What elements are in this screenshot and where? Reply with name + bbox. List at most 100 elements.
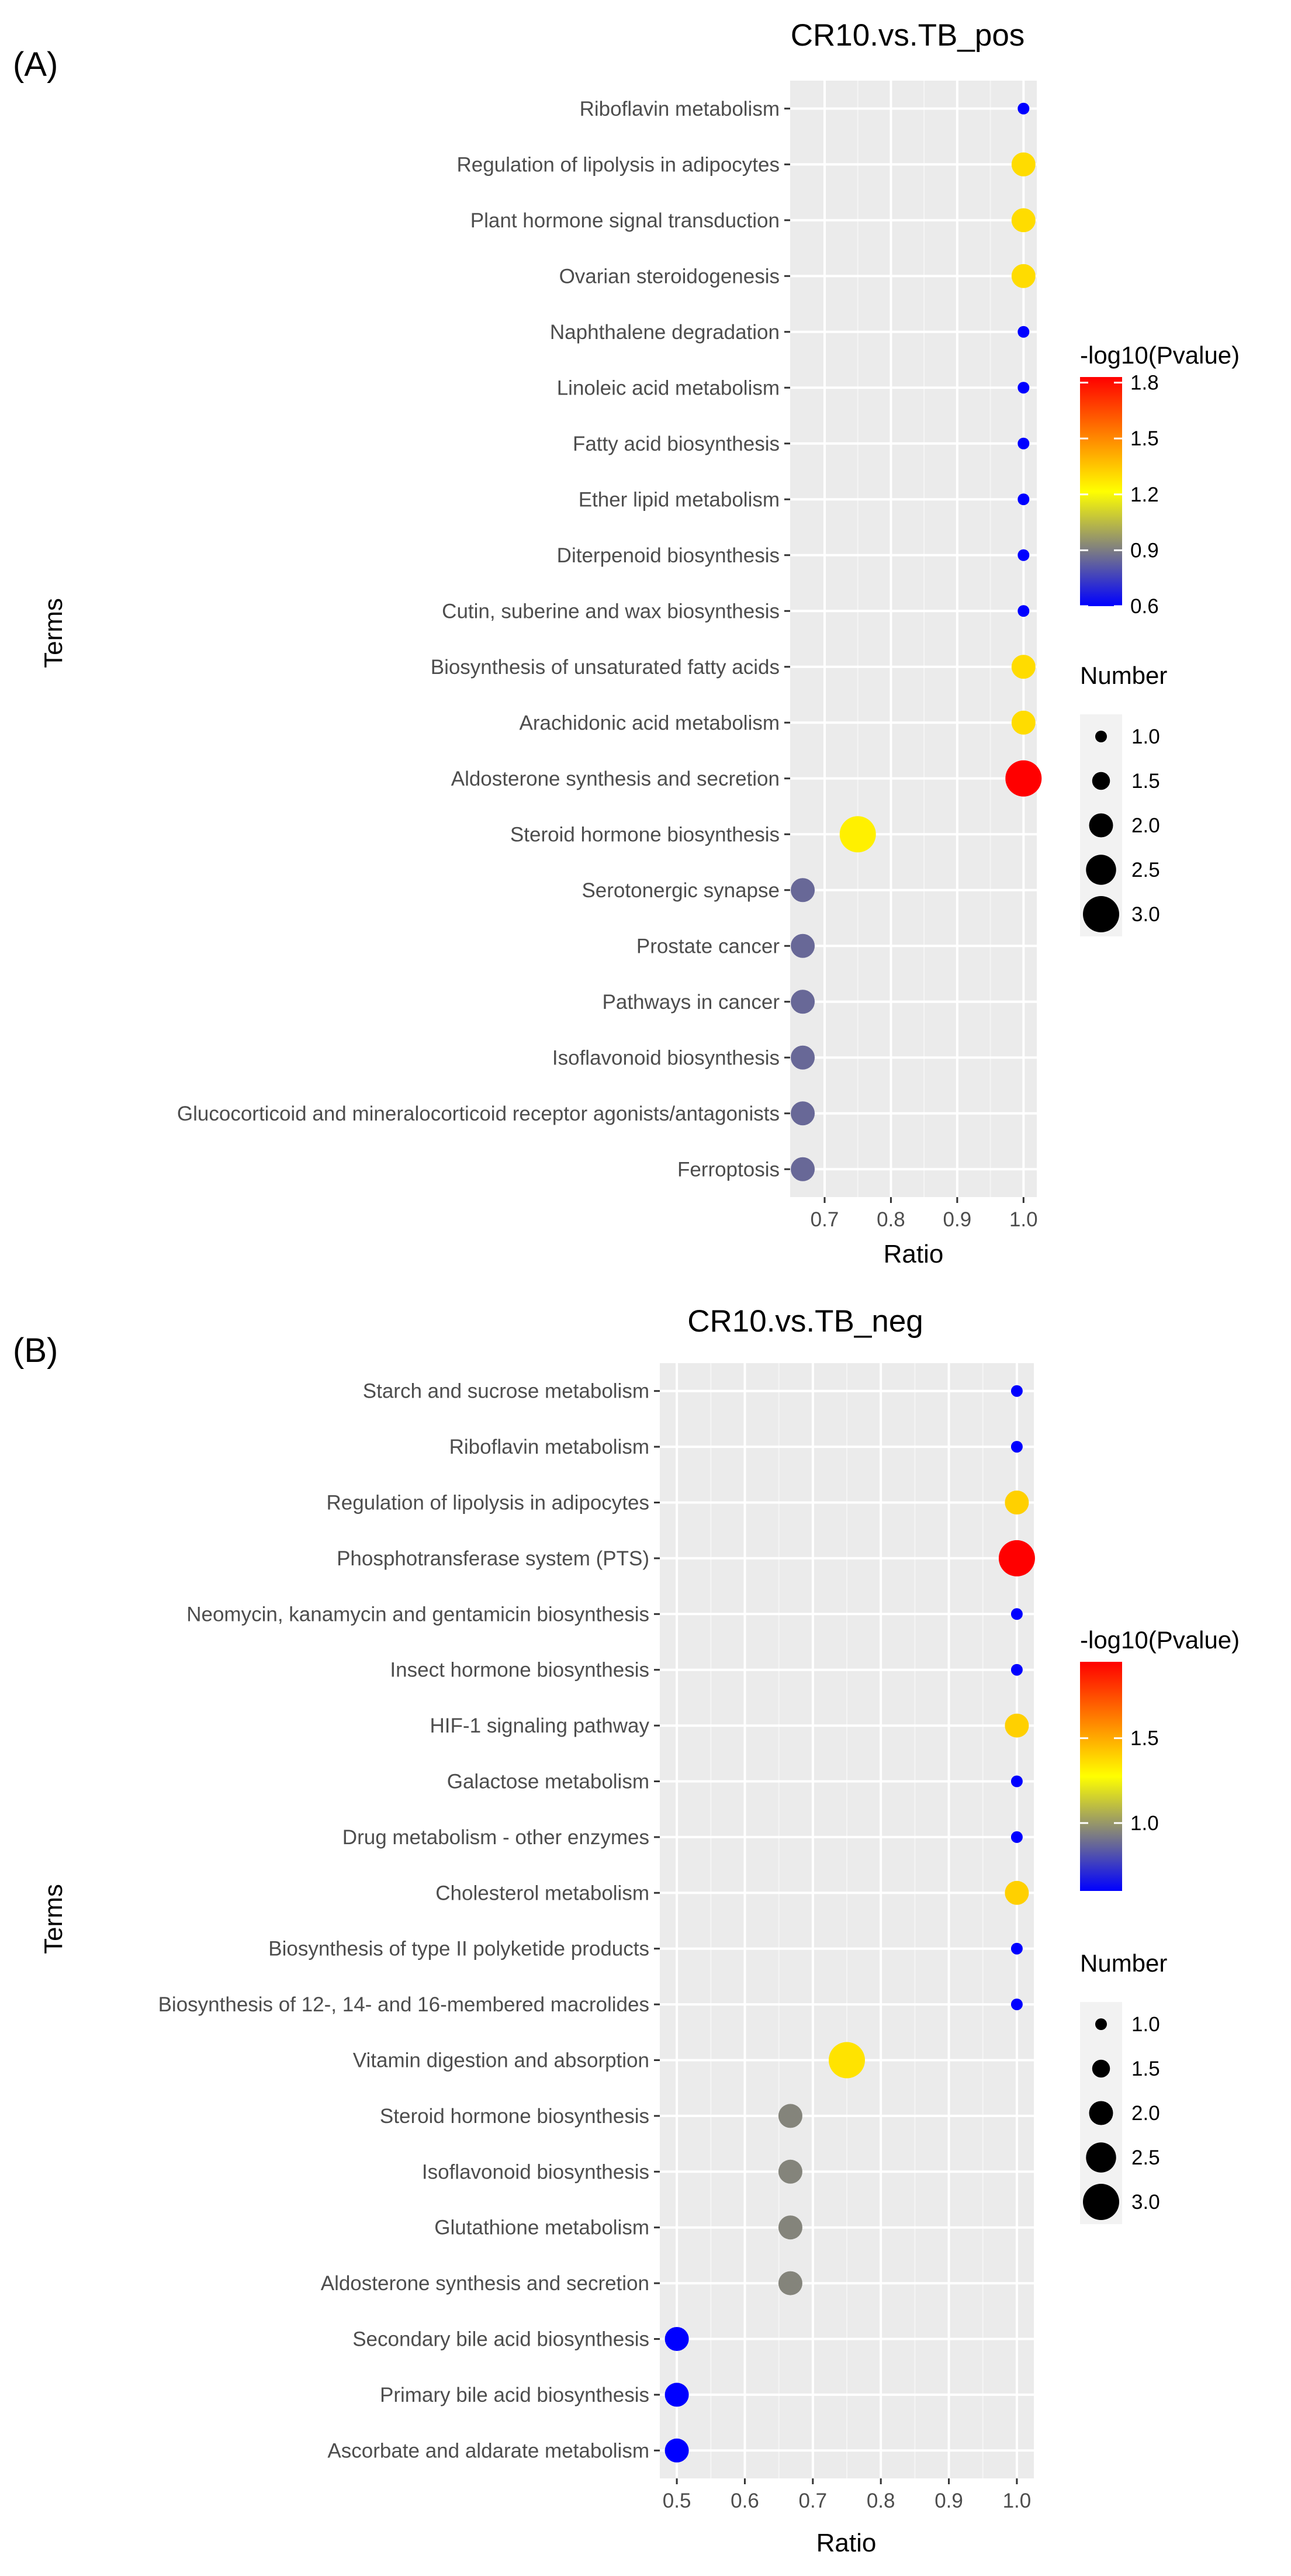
panel-b-color-legend: -log10(Pvalue) 1.0 1.5 [1080, 1626, 1240, 1891]
panel-a-size-legend-dot [1089, 813, 1113, 838]
panel-b-point [1010, 1664, 1023, 1676]
panel-b-size-legend-keys: 1.0 1.5 2.0 2.5 3.0 [1080, 2002, 1160, 2224]
panel-b-point [664, 2327, 689, 2351]
panel-a-point [839, 816, 876, 853]
panel-a-point [1011, 264, 1036, 288]
panel-a-term-label: Glucocorticoid and mineralocorticoid rec… [177, 1102, 780, 1125]
panel-b-size-legend-label: 2.5 [1131, 2146, 1160, 2169]
panel-a-term-label: Fatty acid biosynthesis [573, 433, 780, 455]
panel-a-color-bar-tick-label: 1.8 [1130, 372, 1159, 395]
panel-a-point [1011, 655, 1036, 679]
panel-b-points [664, 1385, 1035, 2463]
panel-b-size-legend-dot [1086, 2142, 1116, 2173]
panel-a-size-legend-label: 2.5 [1131, 859, 1160, 881]
panel-b-point [664, 2438, 689, 2463]
panel-b-point [1005, 1491, 1029, 1515]
panel-b-title: CR10.vs.TB_neg [687, 1304, 923, 1339]
panel-a-term-label: Aldosterone synthesis and secretion [451, 767, 780, 790]
panel-b-size-legend-dot [1083, 2184, 1119, 2220]
panel-b-point [998, 1540, 1035, 1576]
panel-a-point [791, 1101, 815, 1126]
panel-b-point [1005, 1713, 1029, 1738]
panel-a-points [791, 102, 1042, 1181]
panel-b-point [778, 2104, 802, 2128]
panel-b-point [1010, 1998, 1023, 2011]
panel-a-point [1017, 382, 1030, 394]
panel-b-x-axis-title: Ratio [816, 2529, 877, 2557]
panel-a-x-axis-title: Ratio [884, 1240, 944, 1268]
panel-b-point [1010, 1385, 1023, 1397]
panel-a-color-bar-ticks: 0.6 0.9 1.2 1.5 1.8 [1080, 372, 1159, 618]
panel-b-term-label: Steroid hormone biosynthesis [380, 2105, 649, 2128]
panel-a-plot-background [790, 81, 1037, 1197]
panel-a-color-bar-tick-label: 0.6 [1130, 595, 1159, 618]
panel-b-term-label: HIF-1 signaling pathway [430, 1714, 650, 1737]
panel-b-term-label: Regulation of lipolysis in adipocytes [326, 1492, 649, 1515]
panel-a-term-label: Pathways in cancer [603, 991, 780, 1014]
panel-b-term-label: Ascorbate and aldarate metabolism [327, 2439, 649, 2462]
panel-b-point [778, 2271, 802, 2295]
panel-b-size-legend-title: Number [1080, 1949, 1167, 1977]
panel-b-term-label: Biosynthesis of type II polyketide produ… [268, 1938, 649, 1960]
panel-a-gridlines [790, 81, 1037, 1197]
panel-a-term-label: Plant hormone signal transduction [470, 209, 780, 232]
panel-a-point [791, 1157, 815, 1181]
panel-b-x-tick-label: 0.5 [663, 2489, 691, 2512]
panel-b-term-label: Secondary bile acid biosynthesis [352, 2328, 649, 2351]
panel-a-size-legend-title: Number [1080, 662, 1167, 689]
panel-a-point [1017, 326, 1030, 338]
panel-b-size-legend-label: 3.0 [1131, 2191, 1160, 2214]
panel-b-term-label: Vitamin digestion and absorption [353, 2049, 649, 2072]
panel-b-size-legend-label: 2.0 [1131, 2102, 1160, 2125]
panel-b-point [1010, 1775, 1023, 1787]
panel-b-term-label: Galactose metabolism [447, 1771, 649, 1793]
panel-b-term-label: Primary bile acid biosynthesis [380, 2384, 649, 2406]
panel-b-term-label: Neomycin, kanamycin and gentamicin biosy… [186, 1603, 649, 1626]
panel-b-x-tick-label: 0.7 [798, 2489, 827, 2512]
panel-a-color-bar-tick-label: 1.5 [1130, 427, 1159, 450]
panel-a-term-label: Riboflavin metabolism [580, 98, 780, 120]
panel-b-size-legend-dot [1092, 2059, 1110, 2078]
panel-a-size-legend-label: 3.0 [1131, 903, 1160, 926]
panel-a-color-legend: -log10(Pvalue) 0.6 0.9 1.2 1.5 1.8 [1080, 341, 1240, 618]
panel-b-size-legend-dot [1095, 2018, 1107, 2030]
panel-a-point [1011, 152, 1036, 177]
panel-b-x-tick-label: 0.6 [731, 2489, 759, 2512]
panel-b-point [778, 2159, 802, 2184]
panel-b-term-label: Insect hormone biosynthesis [390, 1659, 649, 1682]
panel-a-term-label: Ferroptosis [677, 1158, 780, 1181]
panel-b-term-label: Starch and sucrose metabolism [363, 1380, 649, 1403]
panel-a-term-label: Steroid hormone biosynthesis [510, 823, 780, 846]
panel-b-point [829, 2042, 865, 2079]
panel-a-point [791, 878, 815, 903]
panel-b-color-bar-tick-label: 1.5 [1130, 1727, 1159, 1750]
panel-a-point [1011, 710, 1036, 735]
panel-b-x-tick-label: 0.8 [867, 2489, 895, 2512]
panel-a-x-ticks: 0.7 0.8 0.9 1.0 [811, 1197, 1038, 1231]
panel-a-term-label: Cutin, suberine and wax biosynthesis [442, 600, 780, 623]
panel-b-term-label: Aldosterone synthesis and secretion [321, 2272, 649, 2295]
panel-b-label: (B) [13, 1332, 58, 1370]
panel-b-point [1010, 1441, 1023, 1453]
panel-a-point [791, 933, 815, 958]
panel-b-size-legend-label: 1.5 [1131, 2058, 1160, 2080]
panel-b-point [664, 2383, 689, 2407]
panel-a-x-tick-label: 0.8 [877, 1208, 905, 1231]
panel-b-point [1010, 1608, 1023, 1620]
panel-b-size-legend: Number 1.0 1.5 2.0 2.5 3.0 [1080, 1949, 1167, 2224]
panel-a-point [1005, 760, 1042, 797]
panel-b-term-label: Cholesterol metabolism [435, 1882, 649, 1904]
panel-a-size-legend-dot [1083, 896, 1119, 932]
panel-b-point [1010, 1942, 1023, 1955]
panel-b-size-legend-dot [1089, 2101, 1113, 2125]
panel-a-term-label: Biosynthesis of unsaturated fatty acids [431, 656, 780, 679]
panel-b-term-label: Riboflavin metabolism [449, 1436, 649, 1458]
panel-b-size-legend-label: 1.0 [1131, 2013, 1160, 2036]
panel-a-color-bar-tick-label: 1.2 [1130, 483, 1159, 506]
panel-a-point [1017, 605, 1030, 617]
panel-b-x-tick-label: 0.9 [934, 2489, 963, 2512]
panel-a-size-legend-label: 2.0 [1131, 814, 1160, 837]
panel-a-y-axis-title: Terms [39, 598, 68, 668]
panel-a-point [791, 1045, 815, 1070]
panel-a-term-label: Diterpenoid biosynthesis [557, 544, 780, 567]
